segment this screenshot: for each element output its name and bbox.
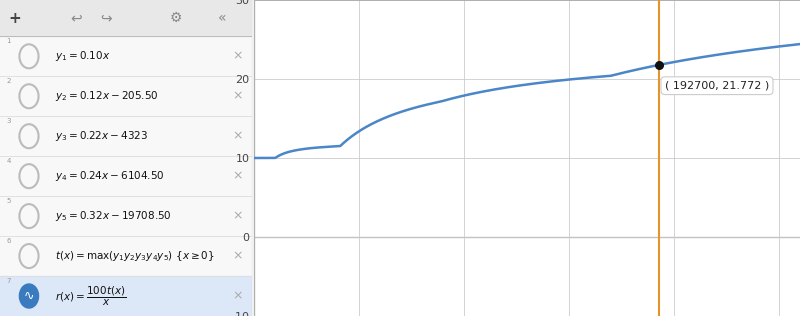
Text: ⚙: ⚙ <box>170 11 182 25</box>
Text: $y_1 = 0.10x$: $y_1 = 0.10x$ <box>55 49 111 63</box>
Text: +: + <box>9 11 22 26</box>
Text: $y_5 = 0.32x - 19708.50$: $y_5 = 0.32x - 19708.50$ <box>55 209 172 223</box>
Bar <box>0 156 252 196</box>
Text: «: « <box>218 11 226 25</box>
Bar <box>0 196 252 236</box>
Text: 2: 2 <box>6 78 10 84</box>
Bar <box>0 76 252 116</box>
Text: ×: × <box>233 289 243 302</box>
Bar <box>0 236 252 276</box>
Text: ↪: ↪ <box>100 11 112 25</box>
Text: 3: 3 <box>6 118 11 124</box>
Text: ×: × <box>233 90 243 103</box>
Bar <box>0 0 252 36</box>
Text: 7: 7 <box>6 278 11 284</box>
Text: ×: × <box>233 170 243 183</box>
Text: ↩: ↩ <box>70 11 82 25</box>
Text: $r(x) = \dfrac{100t(x)}{x}$: $r(x) = \dfrac{100t(x)}{x}$ <box>55 284 126 308</box>
Text: ×: × <box>233 210 243 222</box>
Text: ×: × <box>233 50 243 63</box>
Text: ∿: ∿ <box>24 289 34 302</box>
Text: $y_4 = 0.24x - 6104.50$: $y_4 = 0.24x - 6104.50$ <box>55 169 165 183</box>
Text: $y_3 = 0.22x - 4323$: $y_3 = 0.22x - 4323$ <box>55 129 148 143</box>
Text: 1: 1 <box>6 38 11 44</box>
Bar <box>0 276 252 316</box>
Text: ×: × <box>233 250 243 263</box>
Text: 4: 4 <box>6 158 10 164</box>
Bar <box>0 36 252 76</box>
Bar <box>0 116 252 156</box>
Circle shape <box>19 284 38 308</box>
Text: ( 192700, 21.772 ): ( 192700, 21.772 ) <box>665 81 769 91</box>
Text: $t(x) = \max(y_1 y_2 y_3 y_4 y_5)\ \{x \geq 0\}$: $t(x) = \max(y_1 y_2 y_3 y_4 y_5)\ \{x \… <box>55 249 215 263</box>
Text: ×: × <box>233 130 243 143</box>
Text: $y_2 = 0.12x - 205.50$: $y_2 = 0.12x - 205.50$ <box>55 89 159 103</box>
Text: 6: 6 <box>6 238 11 244</box>
Text: 5: 5 <box>6 198 10 204</box>
